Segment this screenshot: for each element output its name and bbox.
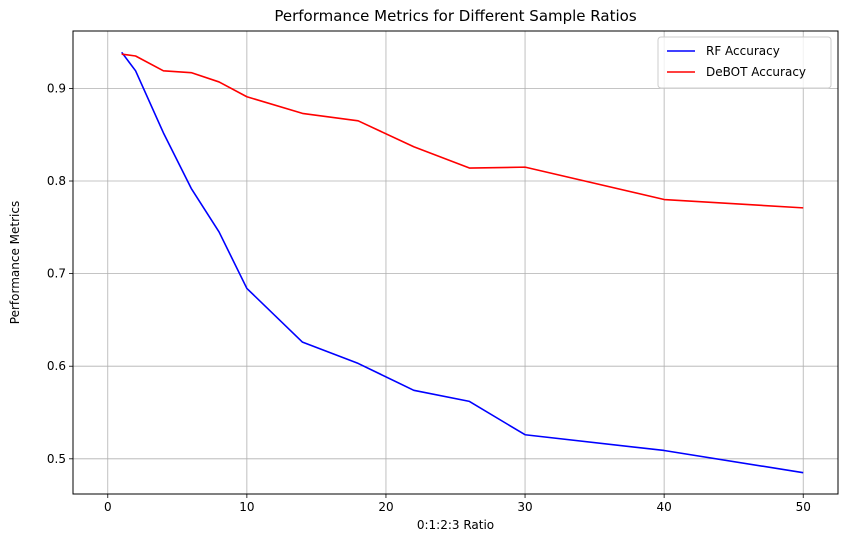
rf-accuracy-line: [121, 51, 804, 474]
x-tick-label: 40: [656, 500, 671, 514]
y-axis-label: Performance Metrics: [8, 201, 22, 324]
grid: [73, 31, 838, 494]
y-tick-label: 0.6: [47, 359, 66, 373]
x-tick-label: 20: [378, 500, 393, 514]
x-tick-label: 30: [517, 500, 532, 514]
x-tick-label: 50: [796, 500, 811, 514]
y-tick-label: 0.9: [47, 81, 66, 95]
x-axis-label: 0:1:2:3 Ratio: [417, 518, 494, 532]
chart-title: Performance Metrics for Different Sample…: [274, 7, 636, 25]
debot-accuracy-line: [121, 53, 804, 209]
legend-label-rf-accuracy: RF Accuracy: [706, 44, 780, 58]
plot-lines: [121, 51, 804, 474]
y-tick-label: 0.7: [47, 267, 66, 281]
axis-ticks: 0 10 20 30 40 50 0.5 0.6 0.7 0.8 0.9: [47, 81, 811, 514]
y-tick-label: 0.5: [47, 452, 66, 466]
y-tick-label: 0.8: [47, 174, 66, 188]
legend-label-debot-accuracy: DeBOT Accuracy: [706, 65, 806, 79]
legend: RF Accuracy DeBOT Accuracy: [657, 36, 832, 89]
x-tick-label: 10: [239, 500, 254, 514]
legend-box: [657, 36, 832, 89]
x-tick-label: 0: [104, 500, 112, 514]
plot-frame: [72, 30, 839, 495]
